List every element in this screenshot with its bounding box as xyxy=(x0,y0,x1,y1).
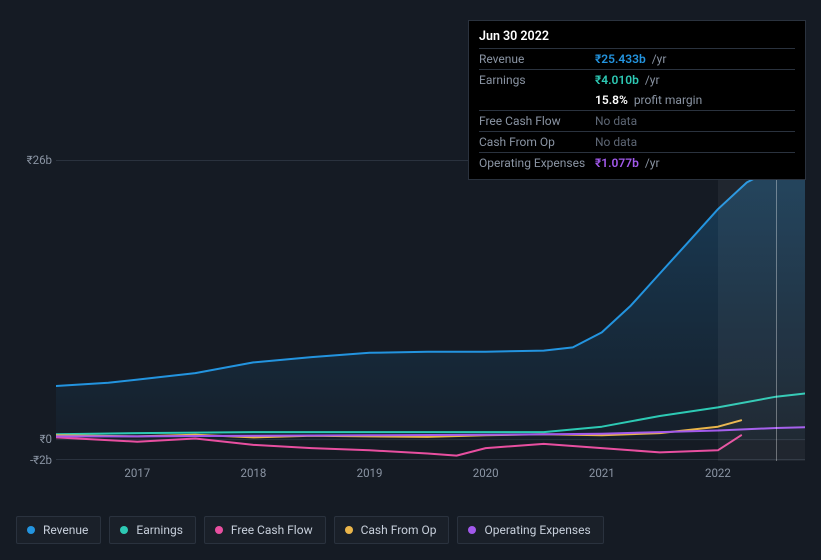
tooltip-row-value: 15.8% profit margin xyxy=(595,93,702,107)
tooltip-row: Earnings₹4.010b /yr xyxy=(479,69,795,90)
tooltip-row: Revenue₹25.433b /yr xyxy=(479,48,795,69)
tooltip-row-value: ₹25.433b /yr xyxy=(595,52,666,66)
legend-swatch xyxy=(215,526,223,534)
tooltip-row-value: ₹4.010b /yr xyxy=(595,73,660,87)
tooltip-row-value: ₹1.077b /yr xyxy=(595,156,660,170)
x-tick-label: 2019 xyxy=(357,466,383,480)
x-tick-label: 2017 xyxy=(124,466,150,480)
tooltip-date: Jun 30 2022 xyxy=(479,27,795,48)
tooltip-row-label xyxy=(479,93,595,107)
x-tick-label: 2021 xyxy=(589,466,615,480)
x-tick-label: 2022 xyxy=(705,466,731,480)
y-tick-label: ₹0 xyxy=(18,432,52,446)
legend-item[interactable]: Earnings xyxy=(109,516,196,544)
legend-swatch xyxy=(468,526,476,534)
x-axis: 2017 2018 2019 2020 2021 2022 xyxy=(56,460,805,480)
tooltip-row-label: Revenue xyxy=(479,52,595,66)
tooltip-row-label: Free Cash Flow xyxy=(479,114,595,128)
tooltip-row: Operating Expenses₹1.077b /yr xyxy=(479,152,795,173)
tooltip-row: Free Cash FlowNo data xyxy=(479,110,795,131)
legend: Revenue Earnings Free Cash Flow Cash From O… xyxy=(16,516,604,544)
hover-band xyxy=(718,161,805,461)
y-tick-label: ₹26b xyxy=(18,153,52,167)
legend-item[interactable]: Revenue xyxy=(16,516,101,544)
x-tick-label: 2020 xyxy=(473,466,499,480)
y-tick-label: -₹2b xyxy=(18,453,52,467)
legend-swatch xyxy=(345,526,353,534)
legend-item[interactable]: Cash From Op xyxy=(334,516,450,544)
tooltip-row-value: No data xyxy=(595,135,637,149)
tooltip-row-value: No data xyxy=(595,114,637,128)
tooltip-row: Cash From OpNo data xyxy=(479,131,795,152)
chart-container: Jun 30 2022 Revenue₹25.433b /yrEarnings₹… xyxy=(0,0,821,560)
legend-label: Revenue xyxy=(43,523,88,537)
tooltip-row-label: Cash From Op xyxy=(479,135,595,149)
tooltip-row: 15.8% profit margin xyxy=(479,90,795,110)
x-tick-label: 2018 xyxy=(240,466,266,480)
legend-label: Cash From Op xyxy=(361,523,437,537)
hover-tooltip: Jun 30 2022 Revenue₹25.433b /yrEarnings₹… xyxy=(468,20,806,180)
legend-label: Free Cash Flow xyxy=(231,523,313,537)
tooltip-rows: Revenue₹25.433b /yrEarnings₹4.010b /yr15… xyxy=(479,48,795,173)
legend-label: Operating Expenses xyxy=(484,523,590,537)
chart-area: ₹26b₹0-₹2b 201720182019202020212022 xyxy=(16,160,805,480)
legend-swatch xyxy=(120,526,128,534)
plot-svg xyxy=(56,161,805,461)
legend-item[interactable]: Operating Expenses xyxy=(457,516,603,544)
plot-area[interactable] xyxy=(56,160,805,460)
legend-label: Earnings xyxy=(136,523,183,537)
legend-swatch xyxy=(27,526,35,534)
tooltip-row-label: Earnings xyxy=(479,73,595,87)
tooltip-row-label: Operating Expenses xyxy=(479,156,595,170)
legend-item[interactable]: Free Cash Flow xyxy=(204,516,326,544)
hover-line xyxy=(776,161,777,461)
